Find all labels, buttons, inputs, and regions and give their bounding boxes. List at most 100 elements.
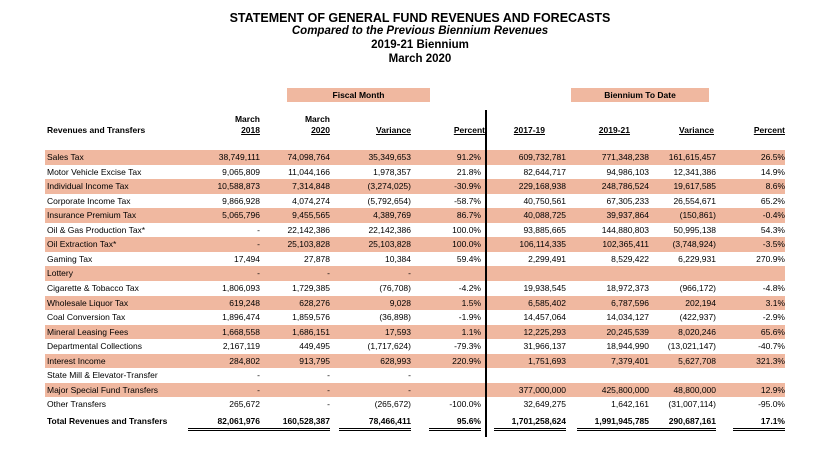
row-label: Motor Vehicle Excise Tax — [47, 166, 142, 177]
row-value: 270.9% — [756, 253, 785, 264]
row-value: (31,007,114) — [668, 399, 716, 410]
row-value: - — [408, 384, 411, 395]
row-value: 449,495 — [299, 341, 330, 352]
row-value: 1,668,558 — [222, 326, 260, 337]
table-row: Insurance Premium Tax 5,065,796 9,455,565 4… — [45, 208, 785, 223]
col-month-variance: Variance — [376, 125, 411, 135]
total-underline — [494, 428, 566, 430]
row-value: 17,593 — [385, 326, 411, 337]
row-value: 144,880,803 — [601, 224, 649, 235]
row-value: - — [408, 268, 411, 279]
row-value: 22,142,386 — [287, 224, 330, 235]
row-label: Oil & Gas Production Tax* — [47, 224, 146, 235]
row-value: - — [327, 399, 330, 410]
total-underline — [494, 430, 566, 432]
row-value: 1.1% — [461, 326, 481, 337]
row-value: (3,748,924) — [672, 239, 716, 250]
table-row: Motor Vehicle Excise Tax 9,065,809 11,044,… — [45, 165, 785, 180]
row-value: 25,103,828 — [287, 239, 330, 250]
row-value: 14,034,127 — [606, 312, 649, 323]
col-month-percent: Percent — [453, 125, 485, 135]
row-label: Gaming Tax — [47, 253, 93, 264]
row-value — [636, 266, 716, 281]
total-underline — [429, 428, 481, 430]
row-label: Departmental Collections — [47, 341, 142, 352]
row-value: -30.9% — [454, 181, 481, 192]
row-value: 12,341,386 — [673, 166, 716, 177]
row-value: 321.3% — [756, 355, 785, 366]
row-value: 65.6% — [760, 326, 785, 337]
table-row: Corporate Income Tax 9,866,928 4,074,274 (5… — [45, 194, 785, 209]
row-label: Interest Income — [47, 355, 106, 366]
row-value: 628,276 — [299, 297, 330, 308]
row-value — [421, 266, 481, 281]
row-value: - — [327, 268, 330, 279]
row-value: - — [257, 239, 260, 250]
row-value: 290,687,161 — [668, 415, 716, 426]
total-underline — [258, 428, 330, 430]
row-value: 5,065,796 — [222, 210, 260, 221]
col-bien-percent: Percent — [753, 125, 785, 135]
row-value: 54.3% — [760, 224, 785, 235]
col-march-2020-month: March — [304, 114, 330, 124]
row-value: 4,389,769 — [373, 210, 411, 221]
row-value: 771,348,238 — [601, 152, 649, 162]
table-row: Interest Income 284,802 913,795 628,993 220.… — [45, 353, 785, 369]
row-value: 7,379,401 — [611, 355, 649, 366]
row-value: (3,274,025) — [367, 181, 411, 192]
row-value: 8,529,422 — [611, 253, 649, 264]
period-label: March 2020 — [388, 53, 452, 65]
row-value — [636, 368, 716, 383]
row-value: 26,554,671 — [673, 195, 716, 206]
row-value: 18,944,990 — [606, 341, 649, 352]
biennium-label: 2019-21 Biennium — [371, 39, 469, 51]
row-value: - — [257, 268, 260, 279]
row-value — [486, 368, 566, 383]
report-subtitle: Compared to the Previous Biennium Revenu… — [291, 25, 549, 37]
row-value: 11,044,166 — [288, 166, 330, 177]
row-value: 12.9% — [760, 384, 785, 395]
row-value: (76,708) — [379, 282, 411, 293]
biennium-to-date-header: Biennium To Date — [604, 90, 676, 100]
row-label: Corporate Income Tax — [47, 195, 131, 206]
row-value: 8.6% — [765, 181, 785, 192]
row-label: Insurance Premium Tax — [47, 210, 137, 221]
col-bien-2019-21: 2019-21 — [598, 125, 630, 135]
revenues-header: Revenues and Transfers — [47, 125, 146, 135]
row-value: 5,627,708 — [678, 355, 716, 366]
row-value: 25,103,828 — [368, 239, 411, 250]
row-label: Cigarette & Tobacco Tax — [47, 282, 139, 293]
row-value: (422,937) — [679, 312, 716, 323]
row-value: -2.9% — [762, 312, 785, 323]
row-value: 2,299,491 — [528, 253, 566, 264]
row-value: 39,937,864 — [606, 210, 649, 221]
row-value: 20,245,539 — [606, 326, 649, 337]
row-value: -3.5% — [762, 239, 785, 250]
row-value: 1,729,385 — [292, 282, 330, 293]
row-value: 14.9% — [760, 166, 785, 177]
row-value: 6,787,596 — [611, 297, 649, 308]
total-underline — [644, 430, 716, 432]
row-value: 93,885,665 — [523, 224, 566, 235]
row-value: 8,020,246 — [678, 326, 716, 337]
total-underline — [339, 430, 411, 432]
table-row: State Mill & Elevator-Transfer - - - — [45, 368, 785, 383]
total-underline — [258, 430, 330, 432]
row-value: (265,672) — [374, 399, 411, 410]
total-underline — [577, 430, 649, 432]
row-value: 4,074,274 — [292, 195, 330, 206]
row-value: 1,642,161 — [611, 399, 649, 410]
row-value: -40.7% — [758, 341, 785, 352]
row-value: 19,938,545 — [523, 282, 566, 293]
row-value: 1,686,151 — [292, 326, 330, 337]
row-value: 35,349,653 — [368, 152, 411, 162]
col-march-2018-year: 2018 — [241, 125, 260, 135]
row-value: 9,455,565 — [292, 210, 330, 221]
row-value: 21.8% — [456, 166, 481, 177]
row-value — [421, 383, 481, 398]
row-value: 17,494 — [234, 253, 260, 264]
row-value: 106,114,335 — [519, 239, 566, 250]
row-value: 2,167,119 — [222, 341, 260, 352]
row-value: 14,457,064 — [523, 312, 566, 323]
row-value: -100.0% — [449, 399, 481, 410]
